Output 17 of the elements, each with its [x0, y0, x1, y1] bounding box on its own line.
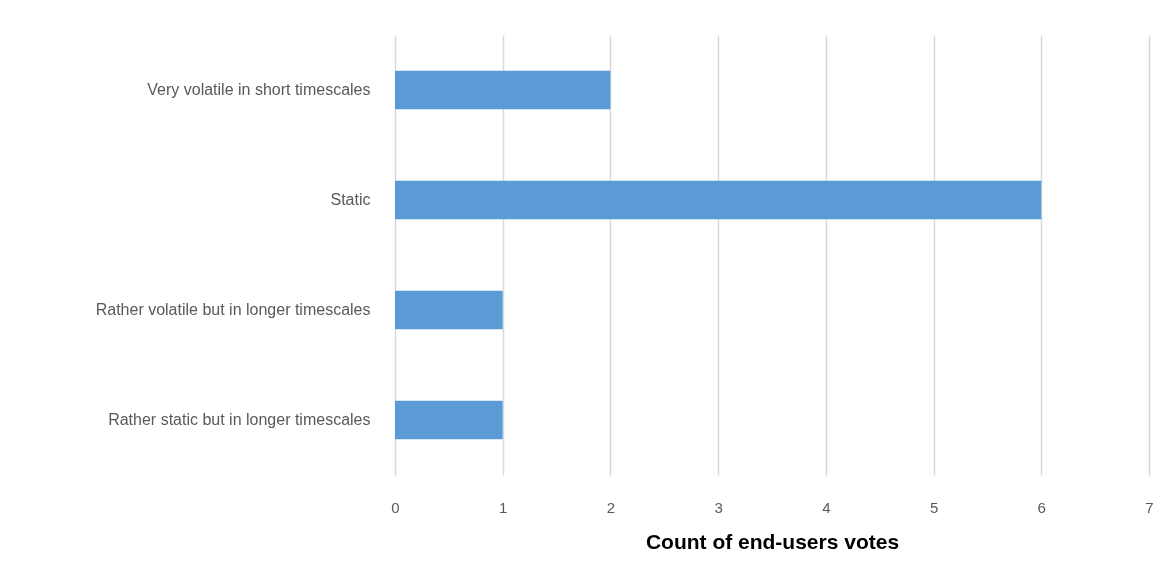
x-tick-label: 0 — [391, 498, 400, 516]
x-axis-title: Count of end-users votes — [645, 529, 900, 553]
x-tick-label: 6 — [1037, 498, 1046, 516]
y-tick-label: Rather static but in longer timescales — [108, 411, 371, 428]
x-tick-label: 1 — [499, 498, 508, 516]
bar — [395, 70, 611, 110]
x-tick-label: 7 — [1145, 498, 1154, 516]
bar — [395, 400, 503, 440]
x-tick-label: 2 — [606, 498, 616, 516]
y-tick-label: Very volatile in short timescales — [147, 81, 371, 98]
bar — [395, 180, 1042, 220]
y-tick-label: Static — [330, 191, 371, 208]
bar — [395, 290, 503, 330]
x-tick-label: 3 — [714, 498, 723, 516]
y-tick-label: Rather volatile but in longer timescales — [95, 301, 371, 318]
x-tick-label: 5 — [929, 498, 939, 516]
x-tick-label: 4 — [822, 498, 831, 516]
